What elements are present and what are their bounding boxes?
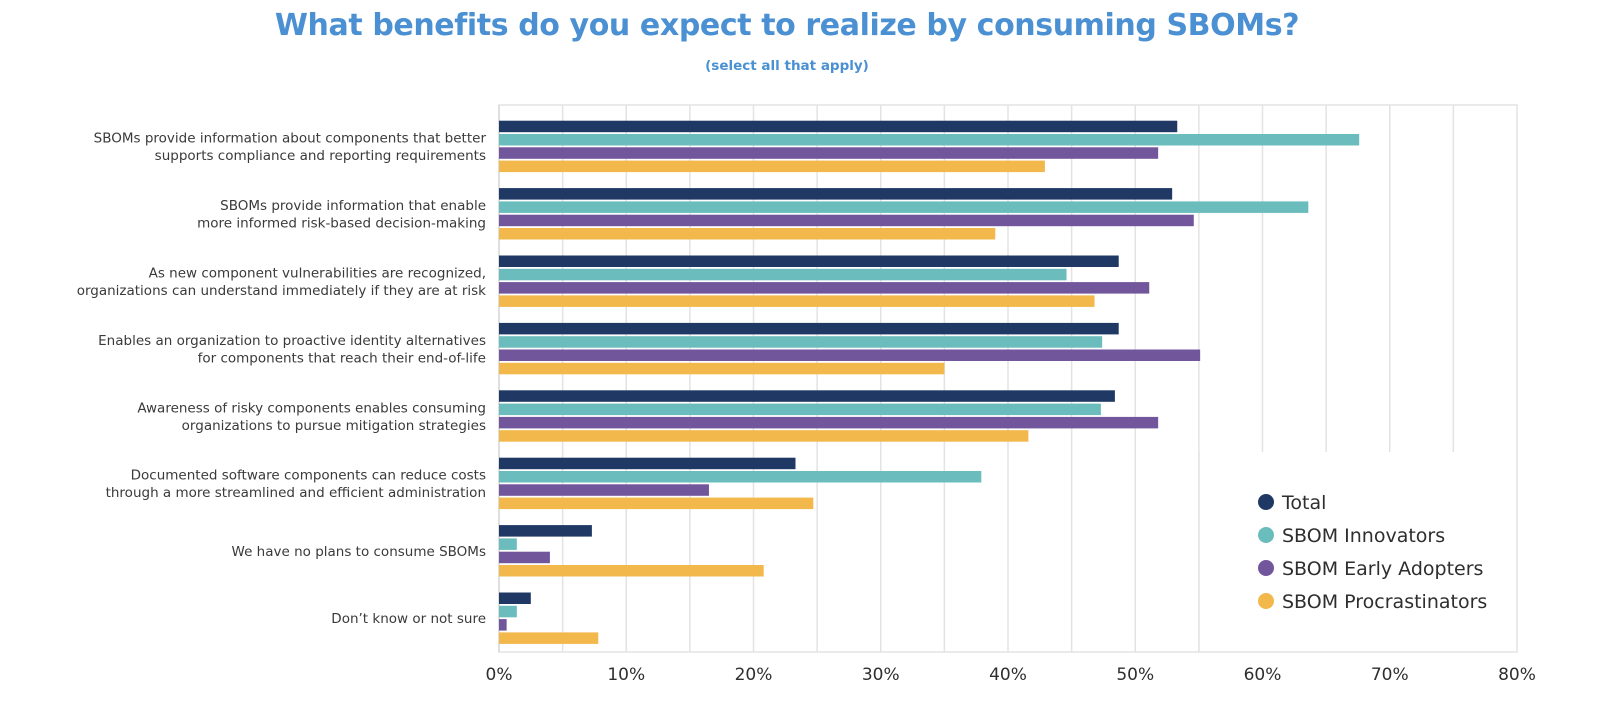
- bar-sbom-procrastinators: [499, 497, 814, 510]
- bar-total: [499, 592, 531, 604]
- category-label: Enables an organization to proactive ide…: [98, 333, 486, 349]
- chart-subtitle: (select all that apply): [705, 58, 869, 74]
- x-tick-label: 30%: [862, 665, 900, 685]
- category-label: Don’t know or not sure: [331, 611, 486, 627]
- x-tick-label: 20%: [735, 665, 773, 685]
- bar-total: [499, 120, 1178, 133]
- legend-marker: [1258, 494, 1274, 510]
- x-tick-label: 70%: [1371, 665, 1409, 685]
- bar-sbom-procrastinators: [499, 228, 996, 240]
- category-label: We have no plans to consume SBOMs: [232, 544, 486, 560]
- bar-sbom-early-adopters: [499, 416, 1159, 429]
- legend-label: Total: [1281, 492, 1326, 514]
- bar-sbom-procrastinators: [499, 430, 1029, 442]
- bar-sbom-innovators: [499, 471, 982, 483]
- legend-label: SBOM Innovators: [1282, 525, 1445, 547]
- x-tick-label: 60%: [1244, 665, 1282, 685]
- x-tick-label: 40%: [989, 665, 1027, 685]
- bar-sbom-early-adopters: [499, 214, 1194, 227]
- bar-sbom-early-adopters: [499, 619, 507, 631]
- legend-marker: [1258, 527, 1274, 543]
- category-label: for components that reach their end-of-l…: [198, 350, 486, 366]
- category-label: supports compliance and reporting requir…: [155, 148, 486, 164]
- bar-sbom-early-adopters: [499, 484, 709, 496]
- x-tick-label: 50%: [1116, 665, 1154, 685]
- bar-sbom-early-adopters: [499, 349, 1201, 361]
- bar-sbom-procrastinators: [499, 160, 1045, 173]
- bar-sbom-early-adopters: [499, 147, 1159, 159]
- bars: [499, 120, 1360, 644]
- x-tick-label: 10%: [607, 665, 645, 685]
- category-label: SBOMs provide information that enable: [220, 198, 486, 214]
- category-label: more informed risk-based decision-making: [197, 216, 486, 232]
- bar-sbom-procrastinators: [499, 295, 1095, 307]
- legend-label: SBOM Early Adopters: [1282, 558, 1483, 580]
- x-tick-label: 0%: [486, 665, 513, 685]
- bar-sbom-procrastinators: [499, 632, 599, 644]
- category-label: Documented software components can reduc…: [131, 468, 486, 484]
- category-label: through a more streamlined and efficient…: [106, 485, 486, 501]
- category-label: Awareness of risky components enables co…: [137, 400, 486, 416]
- legend-box: [1199, 452, 1516, 651]
- bar-sbom-early-adopters: [499, 551, 550, 564]
- bar-total: [499, 457, 796, 470]
- bar-sbom-innovators: [499, 605, 517, 618]
- bar-sbom-procrastinators: [499, 565, 764, 577]
- x-tick-label: 80%: [1498, 665, 1536, 685]
- bar-sbom-innovators: [499, 268, 1067, 281]
- bar-sbom-procrastinators: [499, 362, 945, 375]
- bar-sbom-innovators: [499, 538, 517, 550]
- legend-marker: [1258, 593, 1274, 609]
- bar-sbom-innovators: [499, 201, 1309, 213]
- category-label: SBOMs provide information about componen…: [94, 131, 487, 147]
- legend-marker: [1258, 560, 1274, 576]
- bar-sbom-innovators: [499, 134, 1360, 146]
- bar-total: [499, 255, 1119, 267]
- bar-total: [499, 390, 1115, 402]
- legend-label: SBOM Procrastinators: [1282, 591, 1487, 613]
- category-label: As new component vulnerabilities are rec…: [149, 265, 486, 281]
- x-axis-tick-labels: 0% 10% 20% 30% 40% 50% 60% 70% 80%: [486, 665, 1536, 685]
- category-label: organizations to pursue mitigation strat…: [182, 418, 486, 434]
- bar-sbom-innovators: [499, 336, 1103, 348]
- bar-total: [499, 188, 1173, 200]
- category-labels: SBOMs provide information about componen…: [77, 131, 487, 628]
- bar-sbom-early-adopters: [499, 282, 1150, 294]
- legend: Total SBOM Innovators SBOM Early Adopters S…: [1198, 452, 1516, 652]
- bar-sbom-innovators: [499, 403, 1101, 416]
- bar-total: [499, 322, 1119, 335]
- chart-title: What benefits do you expect to realize b…: [274, 8, 1300, 43]
- category-label: organizations can understand immediately…: [77, 283, 486, 299]
- bar-total: [499, 525, 592, 537]
